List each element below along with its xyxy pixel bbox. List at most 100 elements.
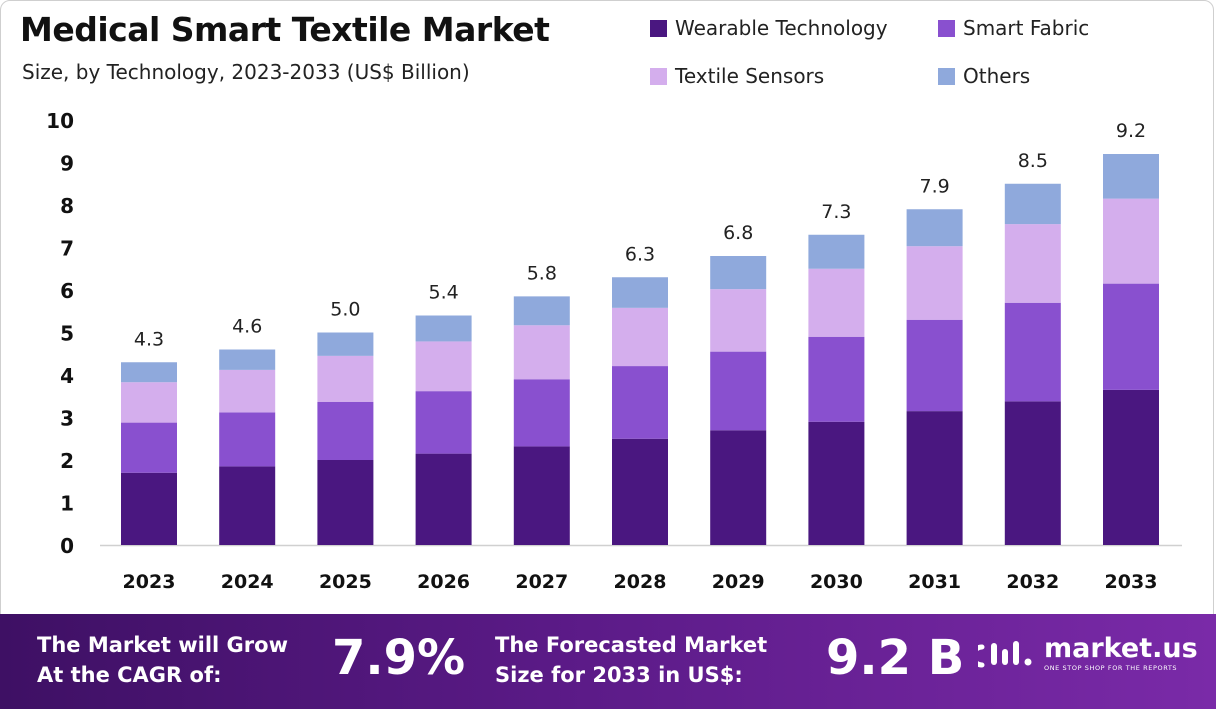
bar-segment-smart-fabric [317,401,374,460]
x-tick-label: 2023 [123,571,176,593]
bar-segment-smart-fabric [1103,283,1159,390]
bar-segment-textile-sensors [219,369,276,413]
brand-text: market.us ONE STOP SHOP FOR THE REPORTS [1044,633,1198,673]
total-data-label: 7.9 [919,175,949,197]
total-data-label: 9.2 [1116,120,1146,142]
cagr-label-line1: The Market will Grow [37,633,288,657]
bar-segment-smart-fabric [1004,302,1061,402]
legend-item-textile-sensors: Textile Sensors [650,64,824,88]
footer-banner: The Market will Grow At the CAGR of: 7.9… [0,614,1216,709]
legend-item-wearable-technology: Wearable Technology [650,16,888,40]
chart-title: Medical Smart Textile Market [20,10,550,49]
y-tick-label: 3 [60,407,74,431]
legend-label-wearable-technology: Wearable Technology [675,16,888,40]
x-tick-label: 2024 [221,571,274,593]
bar-segment-textile-sensors [1103,198,1159,284]
total-data-label: 7.3 [821,201,851,223]
total-data-label: 5.4 [428,282,458,304]
total-data-label: 8.5 [1018,150,1048,172]
total-data-label: 4.3 [134,328,164,350]
bar-segment-textile-sensors [906,246,963,320]
legend-label-textile-sensors: Textile Sensors [675,64,825,88]
brand-tagline: ONE STOP SHOP FOR THE REPORTS [1044,664,1178,672]
bar-segment-others [317,332,374,356]
x-tick-label: 2029 [712,571,765,593]
x-tick-label: 2028 [614,571,667,593]
y-tick-label: 0 [60,534,74,558]
bar-segment-smart-fabric [513,379,570,447]
bar-segment-textile-sensors [612,307,668,367]
bar-segment-wearable-technology [906,411,963,545]
x-tick-label: 2027 [515,571,568,593]
y-tick-label: 1 [60,492,74,516]
bar-segment-smart-fabric [415,391,472,454]
bar-segment-wearable-technology [121,472,177,545]
bar-segment-wearable-technology [317,460,374,545]
total-data-label: 6.3 [625,243,655,265]
forecast-label: The Forecasted Market Size for 2033 in U… [495,630,767,690]
total-data-label: 5.0 [330,299,360,321]
bar-segment-others [513,296,570,326]
bar-segment-others [808,234,865,269]
bar-segment-others [1004,183,1061,225]
x-tick-label: 2026 [417,571,470,593]
bar-segment-smart-fabric [612,366,668,439]
chart-subtitle: Size, by Technology, 2023-2033 (US$ Bill… [22,60,470,84]
bar-segment-wearable-technology [612,438,668,545]
bar-segment-others [1103,154,1159,199]
brand-name: market.us [1044,633,1198,664]
bar-segment-textile-sensors [1004,224,1061,303]
bar-segment-wearable-technology [808,421,865,545]
bar-segment-others [612,277,668,308]
y-tick-label: 2 [60,449,74,473]
x-tick-label: 2030 [810,571,863,593]
bar-segment-wearable-technology [513,446,570,545]
legend-label-smart-fabric: Smart Fabric [963,16,1090,40]
bar-segment-others [219,349,276,370]
total-data-label: 4.6 [232,316,262,338]
legend-swatch-smart-fabric [938,19,955,37]
bar-segment-textile-sensors [121,382,177,423]
legend-label-others: Others [963,64,1031,88]
bar-segment-textile-sensors [808,268,865,337]
bar-segment-textile-sensors [513,325,570,380]
market-us-logo-icon [978,641,1032,668]
bar-segment-wearable-technology [1004,401,1061,545]
forecast-label-line1: The Forecasted Market [495,633,768,657]
forecast-label-line2: Size for 2033 in US$: [495,663,743,687]
total-data-label: 6.8 [723,222,753,244]
legend-item-smart-fabric: Smart Fabric [938,16,1089,40]
cagr-value: 7.9% [332,630,466,686]
legend-swatch-textile-sensors [650,67,667,85]
bar-segment-wearable-technology [710,430,767,545]
y-tick-label: 5 [60,322,74,346]
y-tick-label: 8 [60,194,74,218]
cagr-label-line2: At the CAGR of: [37,663,222,687]
y-tick-label: 7 [60,237,74,261]
y-tick-label: 4 [60,364,74,388]
bar-segment-smart-fabric [219,412,276,467]
stacked-bar-chart: 0 1 2 3 4 5 6 7 8 9 10 4.3 2023 4.6 2024 5.0 2025 5.4 2026… [46,109,1182,593]
x-tick-label: 2032 [1006,571,1059,593]
x-tick-label: 2033 [1105,571,1158,593]
y-tick-label: 6 [60,279,74,303]
bar-segment-textile-sensors [415,341,472,392]
bar-segment-textile-sensors [317,355,374,402]
x-tick-label: 2025 [319,571,372,593]
bar-segment-others [710,256,767,290]
legend-item-others: Others [938,64,1030,88]
bar-segment-smart-fabric [121,422,177,473]
total-data-label: 5.8 [527,262,557,284]
legend-swatch-wearable-technology [650,19,667,37]
bar-segment-others [906,209,963,247]
y-tick-label: 9 [60,152,74,176]
bar-segment-wearable-technology [415,453,472,545]
bar-segment-textile-sensors [710,289,767,352]
bar-segment-smart-fabric [710,351,767,431]
bar-segment-others [121,362,177,383]
forecast-value: 9.2 B [826,630,965,686]
legend-swatch-others [938,67,955,85]
bar-segment-wearable-technology [1103,389,1159,545]
bar-segment-smart-fabric [808,336,865,422]
y-tick-label: 10 [46,109,74,133]
